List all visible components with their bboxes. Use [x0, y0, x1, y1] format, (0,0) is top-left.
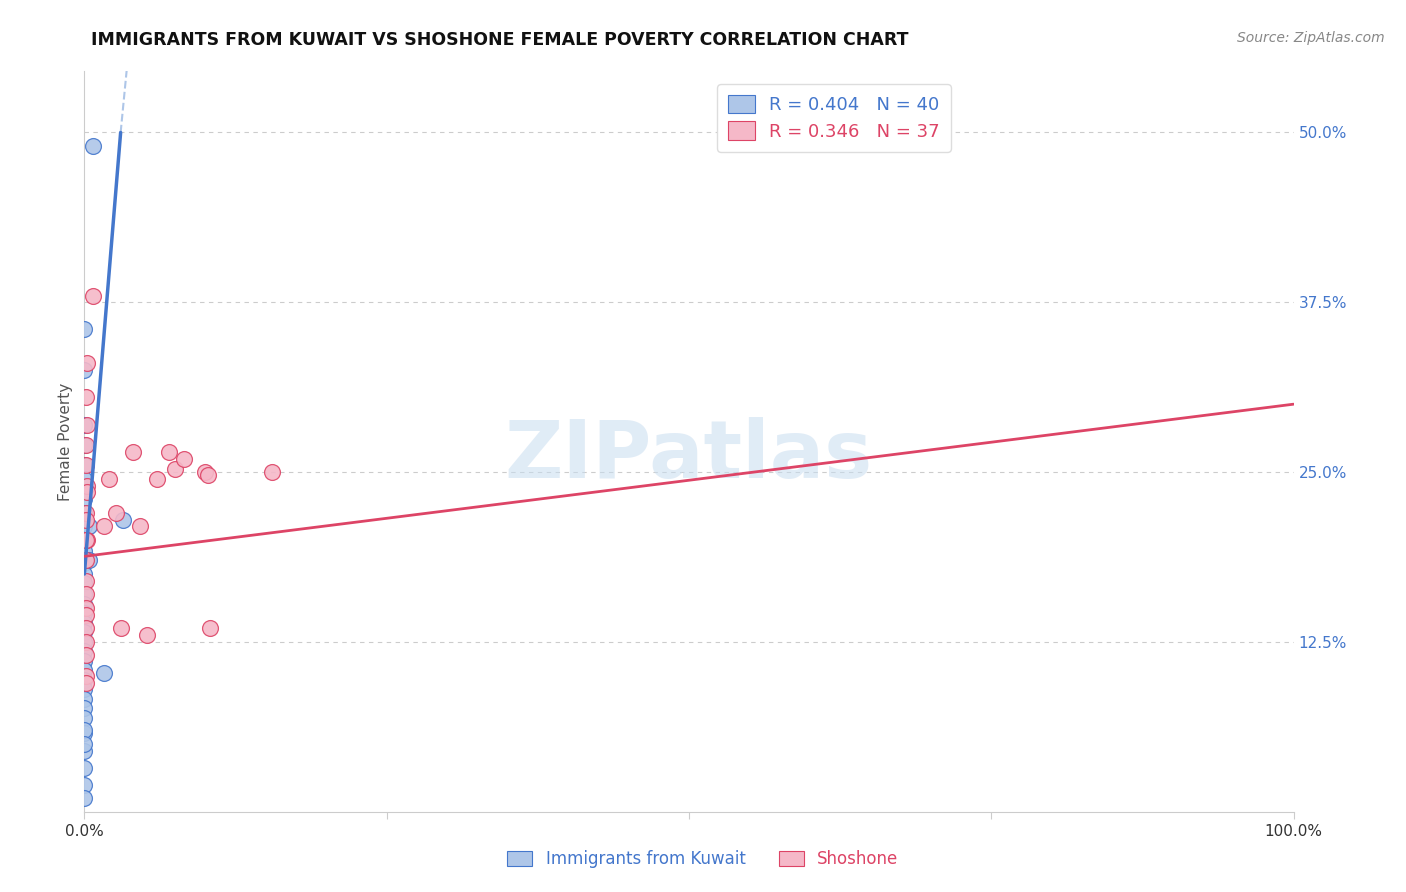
Point [75, 675, 97, 690]
Text: Source: ZipAtlas.com: Source: ZipAtlas.com [1237, 31, 1385, 45]
Point [93, 666, 115, 681]
Point [129, 519, 152, 533]
Point [73, 673, 96, 687]
Point [73, 472, 96, 486]
Point [73, 723, 96, 738]
Point [75, 533, 97, 547]
Point [73, 778, 96, 792]
Point [121, 444, 143, 458]
Point [73, 417, 96, 432]
Text: IMMIGRANTS FROM KUWAIT VS SHOSHONE FEMALE POVERTY CORRELATION CHART: IMMIGRANTS FROM KUWAIT VS SHOSHONE FEMAL… [91, 31, 908, 49]
Point [82, 288, 104, 302]
Point [173, 451, 195, 466]
Point [75, 506, 97, 520]
Point [77, 519, 100, 533]
Point [73, 625, 96, 640]
Point [73, 519, 96, 533]
Point [75, 574, 97, 588]
Point [73, 533, 96, 547]
Point [73, 644, 96, 658]
Point [77, 553, 100, 567]
Point [136, 628, 159, 642]
Point [73, 791, 96, 805]
Point [73, 737, 96, 751]
Point [110, 621, 132, 635]
Point [76, 533, 98, 547]
Point [73, 761, 96, 775]
Point [75, 553, 97, 567]
Point [73, 726, 96, 740]
Point [165, 462, 187, 476]
Point [75, 607, 97, 622]
Point [76, 356, 98, 370]
Point [73, 607, 96, 621]
Point [260, 465, 283, 479]
Point [76, 417, 98, 432]
Point [73, 322, 96, 336]
Point [73, 556, 96, 570]
Point [73, 597, 96, 611]
Point [82, 139, 104, 153]
Point [73, 701, 96, 715]
Point [197, 467, 219, 482]
Legend: Immigrants from Kuwait, Shoshone: Immigrants from Kuwait, Shoshone [501, 844, 905, 875]
Y-axis label: Female Poverty: Female Poverty [58, 383, 73, 500]
Point [104, 506, 127, 520]
Point [73, 743, 96, 757]
Point [97, 472, 120, 486]
Point [75, 648, 97, 663]
Point [93, 519, 115, 533]
Point [73, 363, 96, 377]
Point [75, 438, 97, 452]
Point [75, 669, 97, 683]
Point [73, 654, 96, 668]
Point [75, 621, 97, 635]
Point [146, 472, 169, 486]
Point [75, 601, 97, 615]
Point [75, 391, 97, 405]
Text: ZIPatlas: ZIPatlas [505, 417, 873, 495]
Point [73, 682, 96, 697]
Point [76, 485, 98, 500]
Point [73, 566, 96, 581]
Point [73, 711, 96, 725]
Point [73, 576, 96, 591]
Point [75, 587, 97, 601]
Point [73, 615, 96, 630]
Point [112, 513, 135, 527]
Point [198, 621, 221, 635]
Point [75, 513, 97, 527]
Point [76, 478, 98, 492]
Point [73, 635, 96, 649]
Point [73, 544, 96, 558]
Point [73, 438, 96, 452]
Point [157, 444, 180, 458]
Point [73, 506, 96, 520]
Point [73, 458, 96, 473]
Point [73, 587, 96, 601]
Point [75, 635, 97, 649]
Point [194, 465, 217, 479]
Point [75, 458, 97, 473]
Point [73, 692, 96, 706]
Legend: R = 0.404   N = 40, R = 0.346   N = 37: R = 0.404 N = 40, R = 0.346 N = 37 [717, 84, 950, 152]
Point [73, 492, 96, 507]
Point [73, 664, 96, 678]
